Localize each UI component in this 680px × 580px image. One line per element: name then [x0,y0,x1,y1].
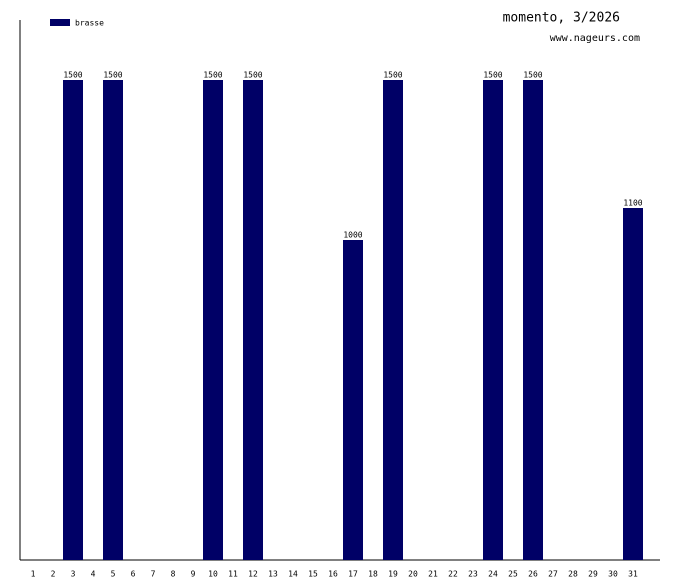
x-tick-label: 26 [528,570,538,579]
x-tick-label: 23 [468,570,478,579]
chart-title: momento, 3/2026 [503,11,620,26]
x-tick-label: 10 [208,570,218,579]
x-tick-label: 7 [151,570,156,579]
bar [203,80,223,560]
x-tick-label: 9 [191,570,196,579]
x-tick-label: 21 [428,570,438,579]
data-label: 1500 [203,71,222,80]
data-label: 1500 [243,71,262,80]
data-label: 1500 [103,71,122,80]
bar [343,240,363,560]
x-tick-label: 15 [308,570,318,579]
x-tick-label: 1 [31,570,36,579]
x-tick-label: 17 [348,570,358,579]
x-tick-label: 18 [368,570,378,579]
bar [483,80,503,560]
data-label: 1000 [343,231,362,240]
x-tick-label: 19 [388,570,398,579]
x-tick-label: 24 [488,570,498,579]
x-tick-label: 29 [588,570,598,579]
bar [243,80,263,560]
bar [523,80,543,560]
data-label: 1100 [623,199,642,208]
data-label: 1500 [383,71,402,80]
x-tick-label: 27 [548,570,558,579]
x-tick-label: 3 [71,570,76,579]
x-tick-label: 31 [628,570,638,579]
legend-swatch [50,19,70,26]
x-tick-label: 4 [91,570,96,579]
data-label: 1500 [523,71,542,80]
x-tick-label: 16 [328,570,338,579]
bar [623,208,643,560]
x-tick-label: 6 [131,570,136,579]
x-tick-label: 8 [171,570,176,579]
bar [63,80,83,560]
bar [383,80,403,560]
x-tick-label: 5 [111,570,116,579]
x-tick-label: 30 [608,570,618,579]
x-tick-label: 13 [268,570,278,579]
x-tick-label: 14 [288,570,298,579]
chart-subtitle: www.nageurs.com [550,33,640,44]
legend-label: brasse [75,19,104,28]
data-label: 1500 [63,71,82,80]
x-tick-label: 25 [508,570,518,579]
x-tick-label: 22 [448,570,458,579]
x-tick-label: 2 [51,570,56,579]
data-label: 1500 [483,71,502,80]
x-tick-label: 11 [228,570,238,579]
x-tick-label: 28 [568,570,578,579]
x-tick-label: 20 [408,570,418,579]
bar [103,80,123,560]
x-tick-label: 12 [248,570,258,579]
